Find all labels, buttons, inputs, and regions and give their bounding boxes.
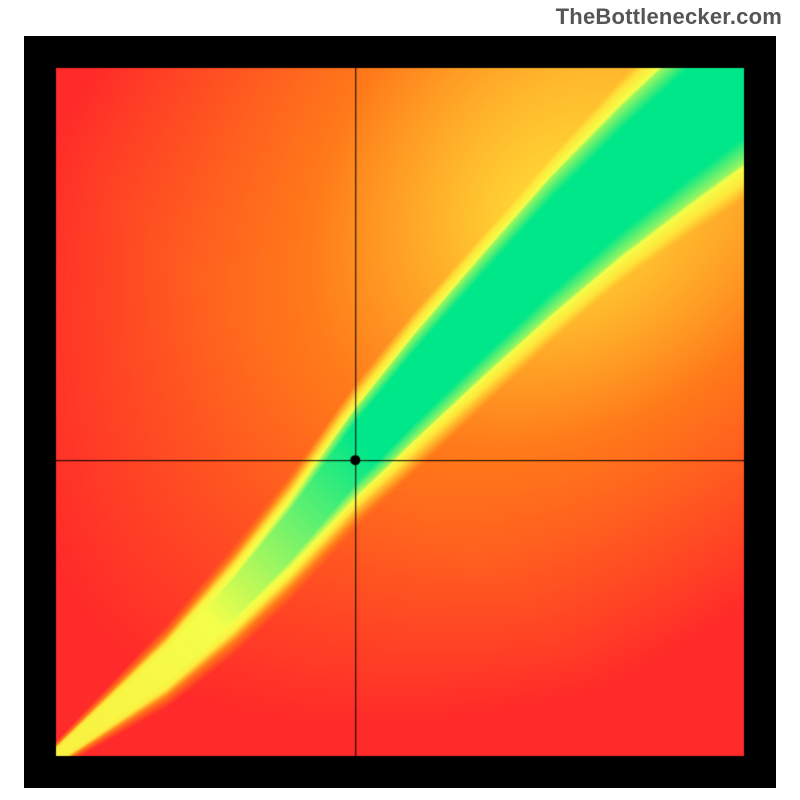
chart-frame bbox=[24, 36, 776, 788]
attribution-text: TheBottlenecker.com bbox=[556, 4, 782, 30]
page-container: TheBottlenecker.com bbox=[0, 0, 800, 800]
heatmap-canvas bbox=[24, 36, 776, 788]
